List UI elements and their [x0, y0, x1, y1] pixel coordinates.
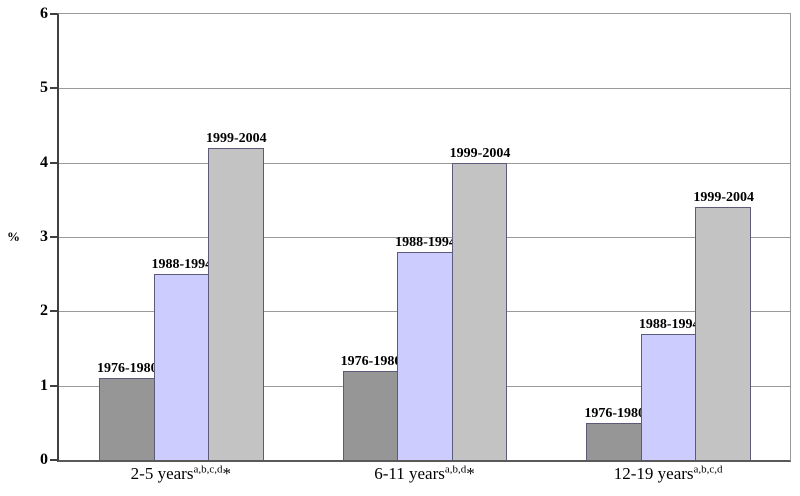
bar-series-label: 1976-1980: [584, 405, 645, 421]
bar: [342, 370, 399, 460]
gridline: [59, 162, 790, 164]
y-axis-tick: [50, 459, 59, 461]
category-label-text: 2-5 years: [130, 464, 194, 483]
bar-series-label: 1999-2004: [449, 145, 511, 161]
category-label-asterisk: *: [222, 464, 231, 483]
bar-series-label: 1976-1980: [340, 353, 402, 369]
category-label-superscript: a,b,c,d: [193, 463, 223, 476]
y-axis-tick: [50, 87, 59, 90]
category-label-superscript: a,b,c,d: [693, 463, 723, 476]
y-axis-tick-label: 3: [40, 228, 48, 245]
bar: [451, 162, 508, 460]
bar: [99, 378, 155, 460]
y-axis-tick-label: 4: [40, 153, 48, 171]
category-label: 6-11 yearsa,b,d*: [295, 463, 555, 485]
bar-series-label: 1988-1994: [151, 257, 213, 273]
bar-series-label: 1999-2004: [205, 130, 267, 146]
y-axis-tick: [50, 13, 59, 15]
plot-area: 1976-1980 1988-1994 1999-2004 1976-1980 1988…: [57, 13, 791, 462]
y-axis-tick: [50, 161, 59, 164]
category-label-text: 12-19 years: [613, 464, 694, 483]
bar: [695, 207, 751, 460]
category-label-asterisk: *: [466, 464, 475, 483]
bar: [208, 147, 264, 460]
y-axis-title: %: [7, 229, 20, 244]
y-axis-tick-label: 5: [40, 79, 48, 97]
bar: [640, 333, 697, 460]
bar-series-label: 1999-2004: [693, 190, 754, 206]
bar-series-label: 1988-1994: [638, 316, 700, 332]
y-axis-tick-label: 0: [40, 451, 48, 468]
y-axis-tick-label: 6: [40, 5, 48, 22]
category-label-text: 6-11 years: [374, 464, 445, 483]
bar-series-label: 1976-1980: [96, 361, 158, 377]
bar-series-label: 1988-1994: [395, 234, 456, 250]
category-label: 2-5 yearsa,b,c,d*: [51, 463, 311, 485]
bar: [586, 422, 642, 460]
y-axis-tick-label: 1: [40, 376, 48, 394]
category-label-superscript: a,b,d: [444, 463, 467, 476]
category-label: 12-19 yearsa,b,c,d: [538, 463, 798, 485]
gridline: [59, 237, 790, 238]
y-axis-tick: [50, 236, 59, 238]
bar: [397, 251, 453, 460]
gridline: [59, 88, 790, 90]
y-axis-tick-label: 2: [40, 302, 48, 320]
y-axis-tick: [50, 384, 59, 387]
bar: [153, 274, 210, 460]
y-axis-tick: [50, 310, 59, 313]
